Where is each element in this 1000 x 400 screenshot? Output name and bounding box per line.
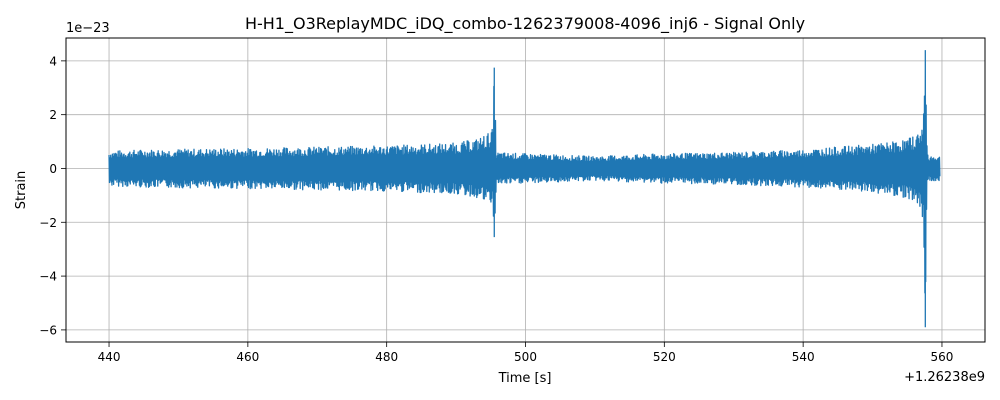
y-axis-label: Strain <box>14 171 29 210</box>
x-tick-label: 520 <box>653 350 676 364</box>
x-tick-label: 500 <box>514 350 537 364</box>
x-axis-label: Time [s] <box>498 371 552 386</box>
x-axis-ticks: 440 460 480 500 520 540 560 <box>98 342 954 364</box>
y-tick-label: −4 <box>39 270 57 284</box>
x-tick-label: 540 <box>792 350 815 364</box>
strain-series-line <box>108 50 941 328</box>
y-tick-label: 2 <box>49 108 57 122</box>
x-tick-label: 560 <box>931 350 954 364</box>
y-scale-label: 1e−23 <box>66 21 110 36</box>
y-tick-label: 0 <box>49 162 57 176</box>
y-axis-ticks: −6 −4 −2 0 2 4 <box>39 54 66 337</box>
chart-title: H-H1_O3ReplayMDC_iDQ_combo-1262379008-40… <box>245 14 805 34</box>
x-offset-label: +1.26238e9 <box>904 370 985 385</box>
x-tick-label: 480 <box>375 350 398 364</box>
plot-area <box>108 50 941 328</box>
x-tick-label: 460 <box>236 350 259 364</box>
x-tick-label: 440 <box>98 350 121 364</box>
y-tick-label: −6 <box>39 323 57 337</box>
y-tick-label: −2 <box>39 216 57 230</box>
y-tick-label: 4 <box>49 54 57 68</box>
